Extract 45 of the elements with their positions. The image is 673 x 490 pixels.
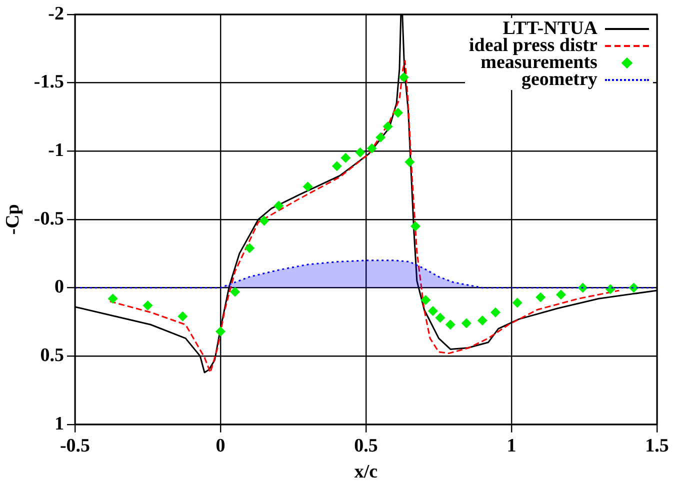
legend-label: ideal press distr <box>469 35 598 56</box>
point <box>355 147 366 158</box>
point <box>244 243 255 254</box>
point <box>536 292 546 302</box>
y-tick-label: 0 <box>54 276 64 298</box>
point <box>274 200 284 211</box>
point <box>382 121 393 132</box>
point <box>340 152 351 163</box>
legend-label: geometry <box>521 69 598 90</box>
y-tick-label: -2 <box>48 3 64 24</box>
point <box>216 326 226 336</box>
point <box>302 182 313 192</box>
x-tick-label: 0.5 <box>354 436 378 457</box>
y-tick-label: 1 <box>54 413 64 434</box>
point <box>556 290 566 300</box>
point <box>366 143 377 154</box>
point <box>512 298 522 308</box>
point <box>578 282 588 293</box>
point <box>178 311 188 322</box>
y-tick-label: -1.5 <box>34 72 64 93</box>
point <box>376 132 386 142</box>
point <box>404 157 415 167</box>
point <box>108 294 118 304</box>
point <box>259 216 270 226</box>
point <box>420 295 431 306</box>
y-tick-label: -0.5 <box>34 208 64 230</box>
point <box>477 316 488 326</box>
y-tick-label: 0.5 <box>40 344 64 366</box>
point <box>435 312 446 323</box>
x-axis-title: x/c <box>354 462 378 483</box>
point <box>445 320 456 330</box>
x-tick-label: 0 <box>216 436 226 457</box>
point <box>410 221 420 232</box>
point <box>398 72 409 82</box>
x-tick-label: 1 <box>506 436 516 457</box>
point <box>332 161 342 172</box>
point <box>428 306 438 316</box>
point <box>461 318 472 328</box>
point <box>490 307 500 318</box>
x-tick-label: 1.5 <box>645 436 669 457</box>
point <box>230 286 240 297</box>
point <box>393 108 404 118</box>
y-tick-label: -1 <box>48 140 64 161</box>
y-axis-title: -Cp <box>2 204 24 235</box>
point <box>142 300 153 310</box>
